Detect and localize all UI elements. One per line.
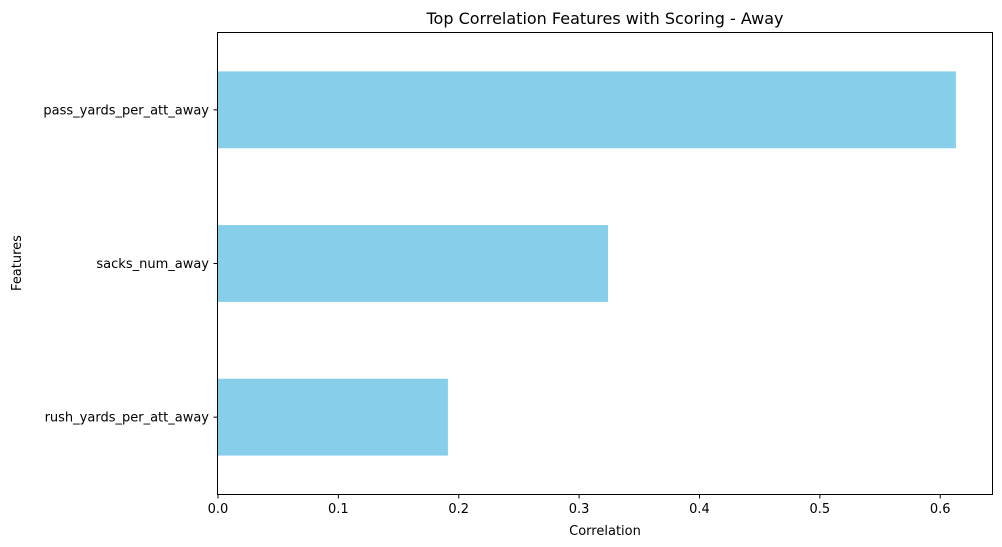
y-tick-label: sacks_num_away bbox=[96, 257, 209, 272]
x-axis-ticks: 0.0 0.1 0.2 0.3 0.4 0.5 0.6 bbox=[208, 494, 951, 517]
x-tick-label: 0.1 bbox=[328, 502, 349, 517]
bar-sacks_num_away bbox=[218, 225, 609, 302]
x-axis-label: Correlation bbox=[569, 524, 641, 539]
x-tick-label: 0.6 bbox=[930, 502, 951, 517]
bars-group bbox=[218, 71, 956, 456]
bar-pass_yards_per_att_away bbox=[218, 71, 956, 149]
x-tick-label: 0.2 bbox=[448, 502, 469, 517]
y-tick-label: pass_yards_per_att_away bbox=[43, 103, 209, 118]
chart-title: Top Correlation Features with Scoring - … bbox=[426, 9, 784, 28]
y-axis-label: Features bbox=[10, 235, 25, 291]
y-axis-ticks: pass_yards_per_att_away sacks_num_awayrus… bbox=[43, 103, 218, 426]
x-tick-label: 0.4 bbox=[689, 502, 710, 517]
x-tick-label: 0.5 bbox=[810, 502, 831, 517]
bar-rush_yards_per_att_away bbox=[218, 378, 448, 456]
x-tick-label: 0.3 bbox=[569, 502, 590, 517]
x-tick-label: 0.0 bbox=[208, 502, 229, 517]
y-tick-label: rush_yards_per_att_away bbox=[45, 411, 210, 426]
